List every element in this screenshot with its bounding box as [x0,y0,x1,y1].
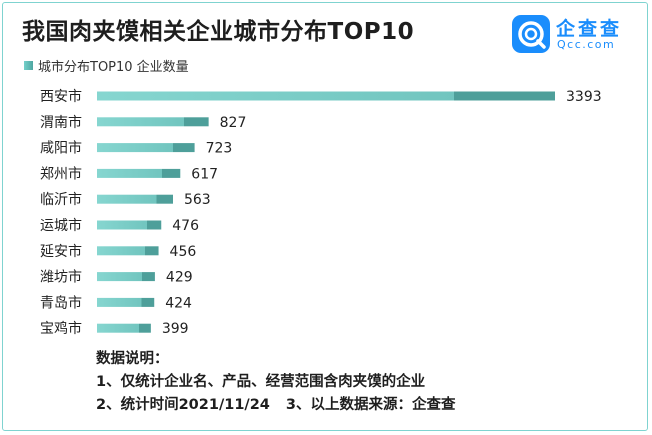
data-label: 399 [162,321,189,337]
data-label: 617 [191,166,218,182]
logo-domain: Qcc.com [557,38,616,51]
bar-chart: 西安市 3393 渭南市 827 咸阳市 723 郑州市 617 临沂市 563 运城市 476 延安市… [40,88,602,337]
data-label: 429 [166,270,193,286]
category-label: 潍坊市 [40,269,82,286]
bar [97,117,209,127]
qcc-logo-icon [512,15,550,53]
data-label: 563 [184,192,211,208]
data-label: 456 [170,244,197,260]
bar [97,143,195,153]
notes-line-2b: 3、以上数据来源：企查查 [285,397,456,413]
notes-line-2a: 2、统计时间2021/11/24 [96,397,270,413]
category-label: 郑州市 [40,165,82,182]
category-label: 运城市 [40,217,82,234]
category-label: 宝鸡市 [40,320,82,337]
category-label: 咸阳市 [40,140,82,157]
bar [97,220,162,230]
data-label: 3393 [566,89,602,105]
data-label: 476 [172,218,199,234]
bar [97,194,173,204]
qcc-logo: 企查查 Qcc.com [512,15,642,55]
chart-frame [2,2,648,431]
logo-name: 企查查 [556,18,623,40]
bar [97,323,151,333]
bar [97,168,181,178]
bar [97,246,159,256]
category-label: 渭南市 [40,114,82,131]
legend: 城市分布TOP10 企业数量 [24,57,189,75]
chart-title: 我国肉夹馍相关企业城市分布TOP10 [22,19,415,45]
data-notes: 数据说明： 1、仅统计企业名、产品、经营范围含肉夹馍的企业 2、统计时间2021… [96,348,456,417]
category-label: 西安市 [40,88,82,105]
notes-line-1: 1、仅统计企业名、产品、经营范围含肉夹馍的企业 [96,374,426,390]
bar [97,91,555,101]
bar [97,272,155,282]
data-label: 827 [220,115,247,131]
data-label: 424 [165,295,192,311]
legend-label: 城市分布TOP10 企业数量 [38,59,189,75]
data-label: 723 [206,141,233,157]
category-label: 延安市 [40,243,82,260]
bar [97,297,155,307]
notes-line-2: 2、统计时间2021/11/24 3、以上数据来源：企查查 [96,394,456,417]
notes-heading: 数据说明： [96,351,169,367]
category-label: 青岛市 [40,294,82,311]
category-label: 临沂市 [40,191,82,208]
legend-swatch [24,60,33,70]
